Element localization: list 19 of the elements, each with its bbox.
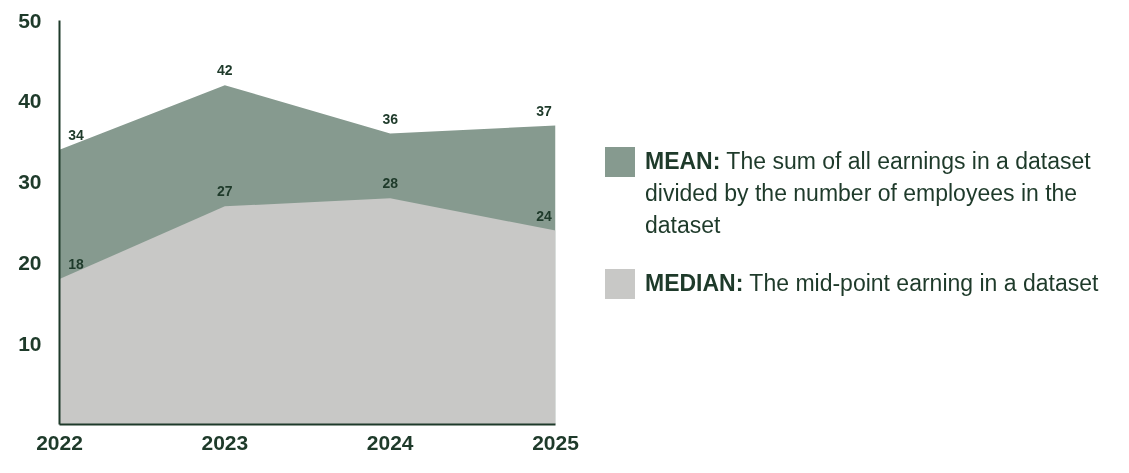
data-label: 34 (68, 126, 85, 143)
data-label: 42 (217, 62, 233, 79)
y-tick-label: 10 (18, 331, 42, 355)
data-label: 37 (536, 102, 552, 119)
y-tick-label: 30 (18, 170, 42, 194)
x-tick-label: 2022 (36, 430, 83, 454)
y-tick-label: 50 (18, 8, 42, 32)
y-tick-label: 40 (18, 89, 42, 113)
y-tick-label: 20 (18, 250, 42, 274)
legend-label: MEAN: The sum of all earnings in a dataset divided by the number of employees in the dataset (645, 147, 1092, 240)
data-label: 36 (382, 110, 399, 127)
x-tick-label: 2024 (366, 430, 414, 454)
data-label: 27 (217, 183, 233, 200)
data-label: 18 (68, 256, 85, 273)
x-tick-label: 2025 (532, 430, 580, 454)
data-label: 28 (382, 175, 399, 192)
legend-label: MEDIAN: The mid-point earning in a dataset (645, 269, 1099, 298)
x-tick-label: 2023 (201, 430, 249, 454)
data-label: 24 (536, 207, 552, 224)
